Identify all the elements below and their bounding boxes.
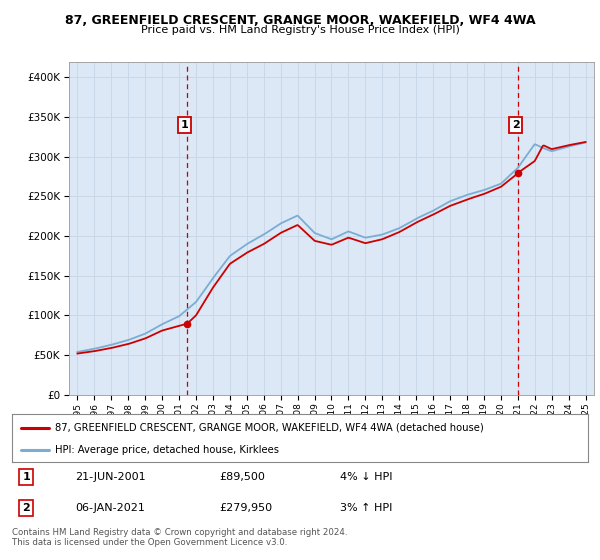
Text: 2: 2 — [23, 503, 30, 513]
Text: 4% ↓ HPI: 4% ↓ HPI — [340, 472, 393, 482]
Text: 21-JUN-2001: 21-JUN-2001 — [76, 472, 146, 482]
Text: 3% ↑ HPI: 3% ↑ HPI — [340, 503, 392, 513]
Text: HPI: Average price, detached house, Kirklees: HPI: Average price, detached house, Kirk… — [55, 445, 279, 455]
Text: Contains HM Land Registry data © Crown copyright and database right 2024.
This d: Contains HM Land Registry data © Crown c… — [12, 528, 347, 547]
Text: 1: 1 — [181, 120, 188, 130]
Text: 2: 2 — [512, 120, 520, 130]
Text: 1: 1 — [23, 472, 30, 482]
Text: 87, GREENFIELD CRESCENT, GRANGE MOOR, WAKEFIELD, WF4 4WA: 87, GREENFIELD CRESCENT, GRANGE MOOR, WA… — [65, 14, 535, 27]
Text: £89,500: £89,500 — [220, 472, 265, 482]
Text: 87, GREENFIELD CRESCENT, GRANGE MOOR, WAKEFIELD, WF4 4WA (detached house): 87, GREENFIELD CRESCENT, GRANGE MOOR, WA… — [55, 423, 484, 433]
Text: £279,950: £279,950 — [220, 503, 272, 513]
Text: Price paid vs. HM Land Registry's House Price Index (HPI): Price paid vs. HM Land Registry's House … — [140, 25, 460, 35]
Text: 06-JAN-2021: 06-JAN-2021 — [76, 503, 145, 513]
